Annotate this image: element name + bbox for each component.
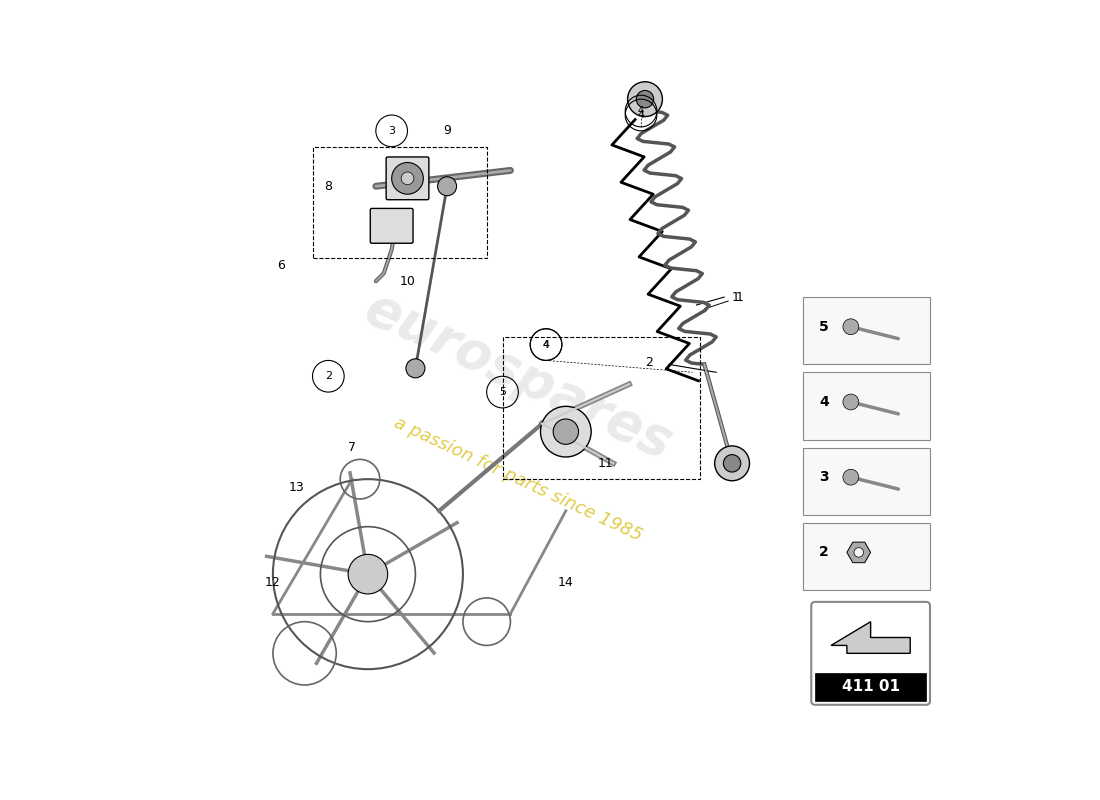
Text: 4: 4: [820, 395, 829, 409]
Text: 2: 2: [645, 356, 653, 370]
Circle shape: [540, 406, 591, 457]
Circle shape: [636, 90, 653, 108]
Circle shape: [724, 454, 740, 472]
Text: 8: 8: [324, 180, 332, 193]
Text: eurospares: eurospares: [356, 282, 681, 470]
Bar: [803, 522, 930, 590]
Text: 4: 4: [543, 339, 549, 350]
Text: 14: 14: [558, 575, 574, 589]
Bar: [803, 297, 930, 364]
Text: 11: 11: [597, 457, 614, 470]
Text: 4: 4: [638, 110, 645, 120]
Circle shape: [628, 82, 662, 117]
Bar: [815, 673, 926, 701]
Polygon shape: [830, 622, 910, 654]
Text: 6: 6: [277, 259, 285, 272]
Text: 10: 10: [399, 274, 416, 288]
Bar: [503, 337, 701, 479]
Circle shape: [715, 446, 749, 481]
Text: 5: 5: [820, 320, 829, 334]
FancyBboxPatch shape: [386, 157, 429, 200]
Text: 2: 2: [324, 371, 332, 382]
Text: 1: 1: [736, 291, 744, 304]
Text: 3: 3: [388, 126, 395, 136]
Text: 4: 4: [542, 339, 550, 350]
Text: 9: 9: [443, 124, 451, 138]
Circle shape: [843, 470, 859, 485]
Circle shape: [406, 359, 425, 378]
Text: 2: 2: [820, 546, 829, 559]
Circle shape: [392, 162, 424, 194]
Circle shape: [348, 554, 387, 594]
Text: 3: 3: [820, 470, 828, 484]
Text: 5: 5: [499, 387, 506, 397]
Circle shape: [854, 548, 864, 557]
Text: 7: 7: [348, 441, 356, 454]
Circle shape: [438, 177, 456, 196]
Circle shape: [843, 394, 859, 410]
Text: 1: 1: [733, 290, 740, 303]
Text: 411 01: 411 01: [842, 679, 900, 694]
Text: 13: 13: [289, 481, 305, 494]
Text: 4: 4: [638, 106, 645, 116]
Text: 12: 12: [265, 575, 280, 589]
Circle shape: [843, 319, 859, 334]
FancyBboxPatch shape: [371, 209, 412, 243]
Bar: [803, 372, 930, 439]
FancyBboxPatch shape: [812, 602, 930, 705]
Bar: [803, 447, 930, 514]
Bar: [312, 146, 486, 258]
Circle shape: [553, 419, 579, 444]
Polygon shape: [847, 542, 870, 562]
Circle shape: [402, 172, 414, 185]
Text: a passion for parts since 1985: a passion for parts since 1985: [392, 414, 646, 545]
